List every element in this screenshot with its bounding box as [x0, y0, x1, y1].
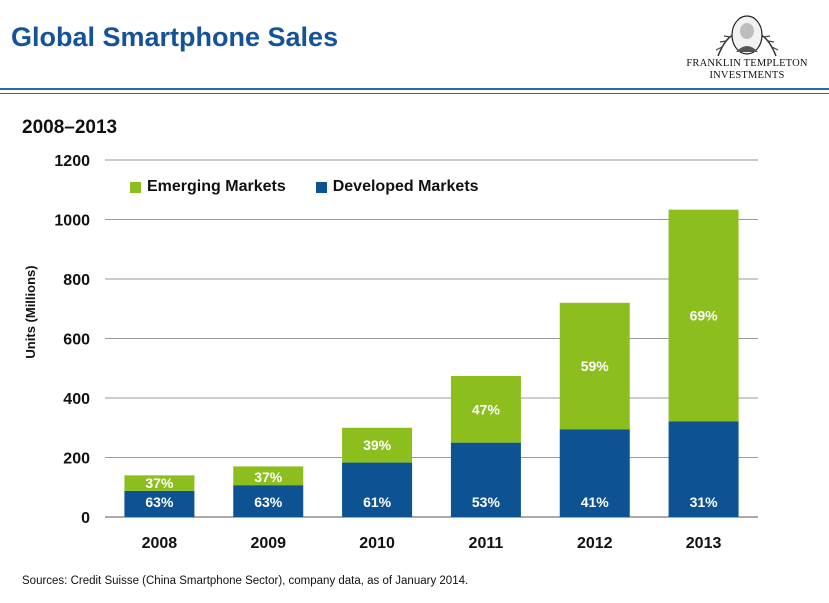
x-tick-label-2009: 2009	[250, 535, 286, 552]
legend-item-emerging: Emerging Markets	[130, 178, 286, 196]
data-label-developed-2013: 31%	[690, 494, 719, 510]
data-label-developed-2010: 61%	[363, 494, 392, 510]
data-label-emerging-2011: 47%	[472, 401, 501, 417]
legend-label-emerging: Emerging Markets	[147, 178, 286, 196]
data-label-emerging-2008: 37%	[145, 475, 174, 491]
legend-swatch-emerging	[130, 182, 141, 193]
data-label-emerging-2012: 59%	[581, 358, 610, 374]
x-tick-label-2011: 2011	[469, 535, 504, 552]
y-tick-label-0: 0	[81, 510, 90, 527]
data-label-developed-2012: 41%	[581, 494, 610, 510]
y-tick-label-400: 400	[63, 391, 90, 408]
x-tick-label-2012: 2012	[577, 535, 613, 552]
legend-item-developed: Developed Markets	[316, 178, 479, 196]
data-label-emerging-2010: 39%	[363, 437, 392, 453]
data-label-developed-2009: 63%	[254, 494, 283, 510]
data-label-emerging-2009: 37%	[254, 469, 283, 485]
x-tick-label-2010: 2010	[359, 535, 395, 552]
x-tick-label-2013: 2013	[686, 535, 722, 552]
source-note: Sources: Credit Suisse (China Smartphone…	[22, 575, 468, 587]
y-tick-label-1200: 1200	[54, 153, 90, 170]
stacked-bar-chart: 0 200 400 600 800 1000 1200 Units (Millions) 63%…	[0, 0, 829, 570]
y-tick-label-600: 600	[63, 332, 90, 349]
y-axis-title: Units (Millions)	[23, 265, 38, 358]
chart-legend: Emerging Markets Developed Markets	[130, 178, 479, 196]
y-tick-label-800: 800	[63, 272, 90, 289]
x-tick-label-2008: 2008	[142, 535, 178, 552]
legend-label-developed: Developed Markets	[333, 178, 479, 196]
data-label-emerging-2013: 69%	[690, 308, 719, 324]
y-tick-label-1000: 1000	[54, 213, 90, 230]
data-label-developed-2008: 63%	[145, 494, 174, 510]
data-label-developed-2011: 53%	[472, 494, 501, 510]
legend-swatch-developed	[316, 182, 327, 193]
y-tick-label-200: 200	[63, 451, 90, 468]
